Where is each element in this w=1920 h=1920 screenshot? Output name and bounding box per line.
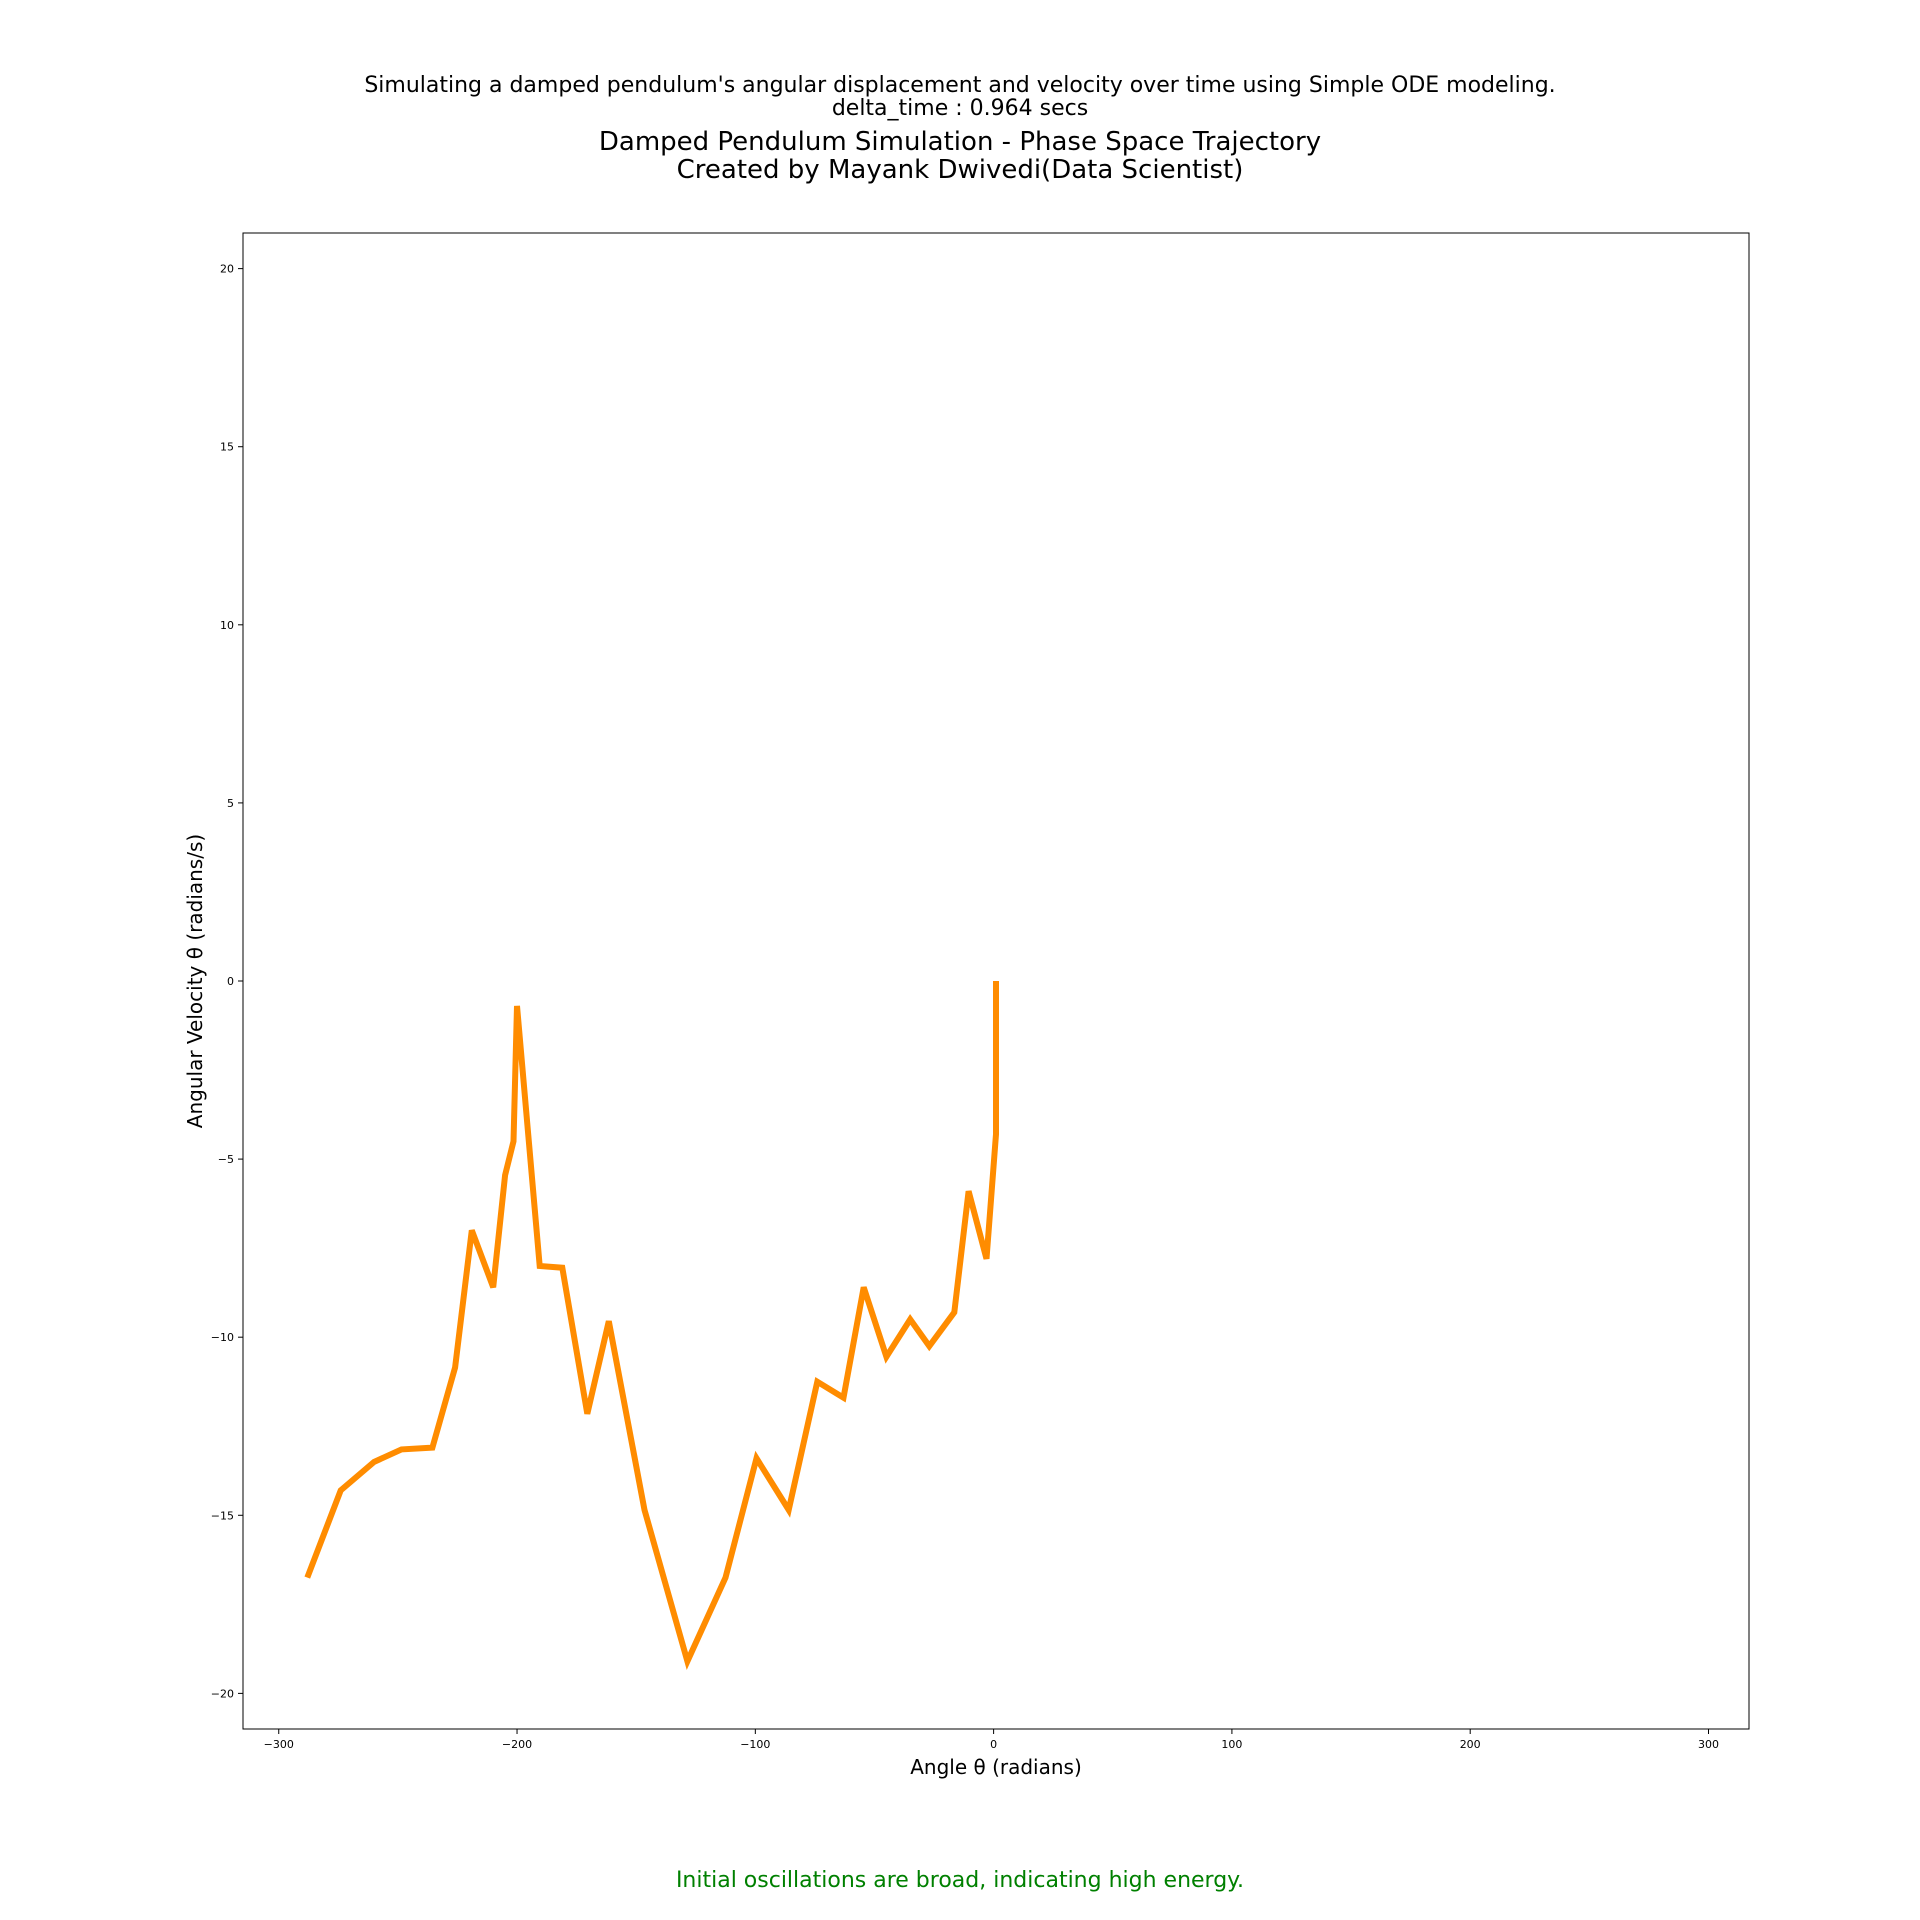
series-group [304, 981, 999, 1670]
trajectory-line [304, 981, 999, 1670]
y-tick-label: 10 [220, 619, 234, 632]
y-axis-ticks: 20 15 10 5 0 −5 −10 −15 −20 [211, 263, 243, 1700]
x-axis-ticks: −300 −200 −100 0 100 200 300 [264, 1729, 1719, 1751]
y-tick-label: 5 [227, 797, 234, 810]
x-tick-label: 200 [1460, 1738, 1481, 1751]
x-tick-label: 0 [990, 1738, 997, 1751]
x-tick-label: 100 [1221, 1738, 1242, 1751]
chart-title-line1: Damped Pendulum Simulation - Phase Space… [598, 127, 1322, 157]
x-tick-label: −100 [740, 1738, 770, 1751]
y-tick-label: −5 [218, 1153, 234, 1166]
x-tick-label: −300 [264, 1738, 294, 1751]
figure-subtitle-line2: delta_time : 0.964 secs [831, 96, 1089, 121]
annotation-note: Initial oscillations are broad, indicati… [675, 1868, 1245, 1893]
y-tick-label: −10 [211, 1331, 234, 1344]
x-tick-label: 300 [1698, 1738, 1719, 1751]
plot-area: −300 −200 −100 0 100 200 300 20 15 10 5 0 −5 −10 −15 −… [211, 232, 1750, 1751]
y-tick-label: 0 [227, 975, 234, 988]
figure-subtitle-line1: Simulating a damped pendulum's angular d… [364, 73, 1556, 98]
x-axis-label: Angle θ (radians) [910, 1755, 1082, 1779]
chart-title-line2: Created by Mayank Dwivedi(Data Scientist… [676, 155, 1244, 185]
y-tick-label: −20 [211, 1687, 234, 1700]
x-tick-label: −200 [502, 1738, 532, 1751]
y-tick-label: −15 [211, 1509, 234, 1522]
y-axis-label: Angular Velocity θ (radians/s) [183, 834, 207, 1128]
y-tick-label: 20 [220, 263, 234, 276]
y-tick-label: 15 [220, 441, 234, 454]
